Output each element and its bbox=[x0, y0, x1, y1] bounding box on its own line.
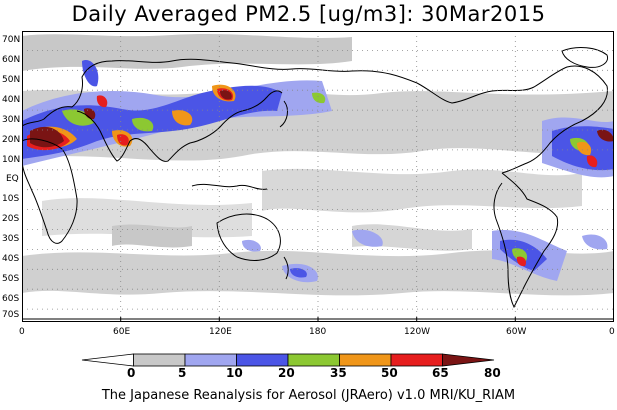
colorbar-level-label: 35 bbox=[330, 366, 347, 380]
colorbar-segment bbox=[236, 353, 289, 367]
lat-label: 20N bbox=[2, 135, 21, 145]
colorbar-segment bbox=[390, 353, 443, 367]
colorbar-segment bbox=[133, 353, 186, 367]
lon-label: 0 bbox=[19, 327, 25, 337]
colorbar-segment bbox=[184, 353, 237, 367]
lat-label: 70S bbox=[2, 310, 20, 320]
lat-label: 10N bbox=[2, 155, 21, 165]
colorbar-segment bbox=[442, 353, 495, 367]
lon-label: 120E bbox=[209, 327, 232, 337]
lat-label: 70N bbox=[2, 35, 21, 45]
colorbar-segment bbox=[81, 353, 134, 367]
lat-label: 40N bbox=[2, 95, 21, 105]
colorbar-level-label: 65 bbox=[432, 366, 449, 380]
lat-label: 20S bbox=[2, 214, 20, 224]
colorbar-segment bbox=[339, 353, 392, 367]
lat-label: 60S bbox=[2, 294, 20, 304]
colorbar-level-label: 50 bbox=[381, 366, 398, 380]
lat-label: 60N bbox=[2, 55, 21, 65]
lat-label: 50N bbox=[2, 75, 21, 85]
lat-label: 30S bbox=[2, 234, 20, 244]
colorbar-level-label: 10 bbox=[226, 366, 243, 380]
lat-label: EQ bbox=[6, 174, 19, 184]
lon-label: 0 bbox=[609, 327, 615, 337]
colorbar-segment bbox=[287, 353, 340, 367]
lon-label: 60E bbox=[113, 327, 131, 337]
lat-label: 10S bbox=[2, 194, 20, 204]
lon-label: 120W bbox=[404, 327, 431, 337]
colorbar-level-label: 5 bbox=[178, 366, 187, 380]
map-title: Daily Averaged PM2.5 [ug/m3]: 30Mar2015 bbox=[71, 2, 546, 26]
lon-label: 60W bbox=[506, 327, 527, 337]
footer-credit: The Japanese Reanalysis for Aerosol (JRA… bbox=[101, 388, 516, 403]
lat-label: 30N bbox=[2, 115, 21, 125]
colorbar-level-label: 20 bbox=[278, 366, 295, 380]
lon-label: 180 bbox=[309, 327, 327, 337]
pm25-shading-80-plus bbox=[30, 90, 614, 148]
colorbar-level-label: 80 bbox=[484, 366, 501, 380]
colorbar-level-label: 0 bbox=[127, 366, 136, 380]
graticule bbox=[22, 31, 614, 322]
pm25-map bbox=[22, 31, 614, 322]
lat-label: 40S bbox=[2, 254, 20, 264]
lat-label: 50S bbox=[2, 274, 20, 284]
